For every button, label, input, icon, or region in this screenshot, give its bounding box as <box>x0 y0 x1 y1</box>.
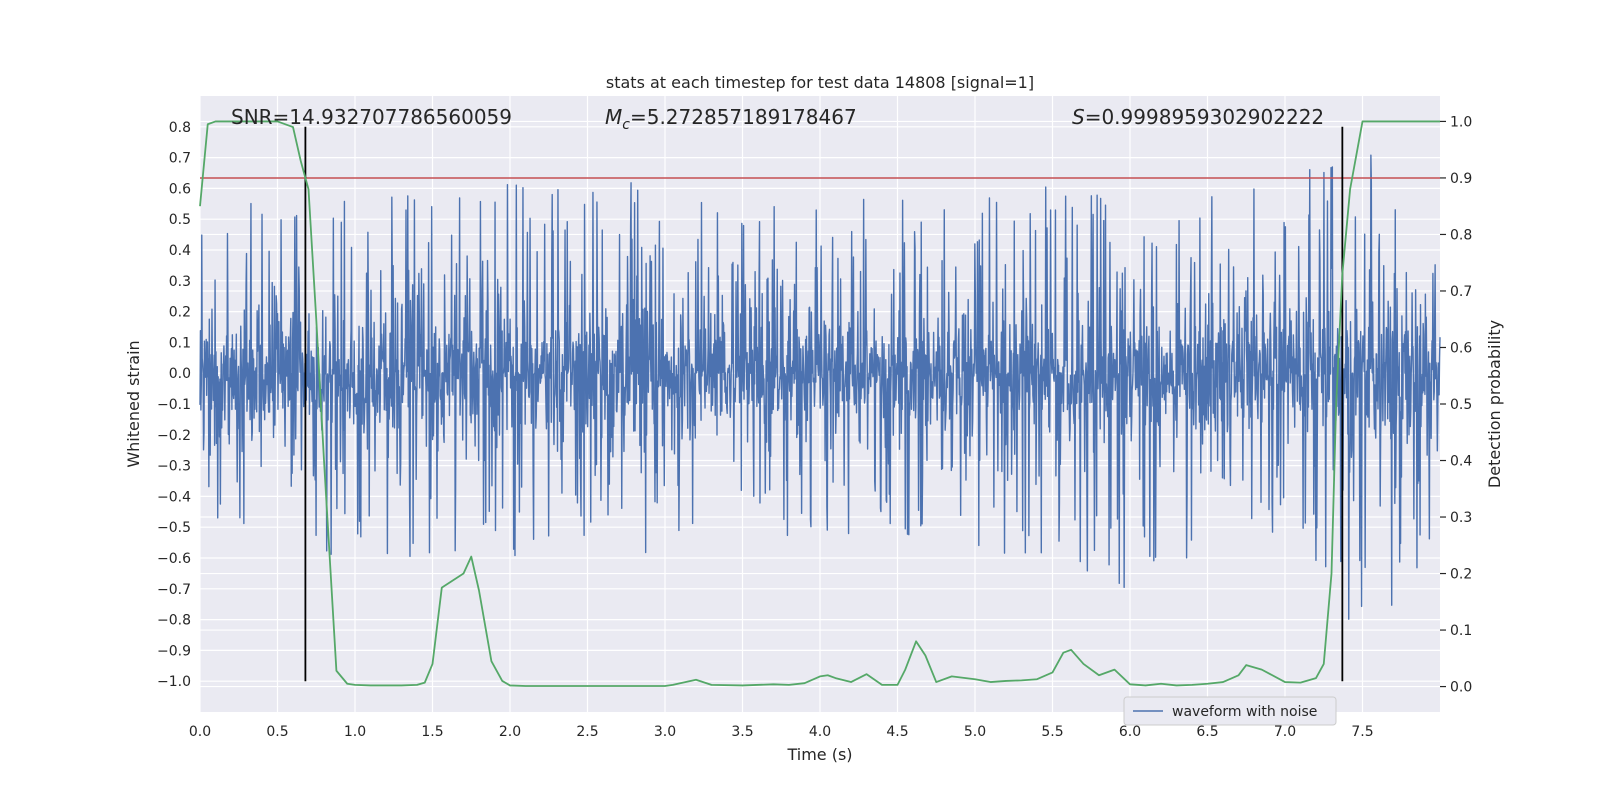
x-tick-label-2: 1.0 <box>344 724 366 740</box>
score-value: =0.9998959302902222 <box>1085 105 1324 129</box>
y-left-tick-label-10: −0.2 <box>157 428 191 444</box>
y-left-tick-label-11: −0.3 <box>157 459 191 475</box>
y-right-tick-label-7: 0.3 <box>1450 510 1472 526</box>
y-right-tick-label-0: 1.0 <box>1450 114 1472 130</box>
legend-label-waveform: waveform with noise <box>1172 704 1317 720</box>
score-annotation: S=0.9998959302902222 <box>1072 105 1324 129</box>
chart-title: stats at each timestep for test data 148… <box>606 73 1034 92</box>
x-tick-label-15: 7.5 <box>1351 724 1373 740</box>
probability-line <box>199 120 1440 687</box>
y-left-tick-label-7: 0.1 <box>169 335 191 351</box>
chirp-mass-annotation: Mc=5.272857189178467 <box>605 105 857 133</box>
y-left-tick-label-0: 0.8 <box>169 120 191 136</box>
waveform-series <box>199 154 1441 620</box>
y-left-ticks: 0.8 0.7 0.6 0.5 0.4 0.3 0.2 0.1 0.0 −0.1 −0.2 −0.3 −… <box>157 120 191 690</box>
y-right-tick-label-9: 0.1 <box>1450 623 1472 639</box>
x-tick-label-11: 5.5 <box>1041 724 1063 740</box>
x-axis-ticks: 0.0 0.5 1.0 1.5 2.0 2.5 3.0 3.5 4.0 4.5 5.0 5.5 6.0 6… <box>189 724 1374 740</box>
y-left-tick-label-13: −0.5 <box>157 520 191 536</box>
y-left-tick-label-14: −0.6 <box>157 551 191 567</box>
score-symbol: S <box>1072 105 1085 129</box>
y-left-tick-label-1: 0.7 <box>169 151 191 167</box>
y-right-tick-label-1: 0.9 <box>1450 171 1472 187</box>
x-tick-label-0: 0.0 <box>189 724 211 740</box>
y-left-tick-label-9: −0.1 <box>157 397 191 413</box>
chirp-mass-value: =5.272857189178467 <box>630 105 857 129</box>
x-tick-label-5: 2.5 <box>576 724 598 740</box>
y-right-tick-label-6: 0.4 <box>1450 454 1472 470</box>
y-left-tick-label-16: −0.8 <box>157 613 191 629</box>
y-right-tick-label-4: 0.6 <box>1450 340 1472 356</box>
x-tick-label-13: 6.5 <box>1196 724 1218 740</box>
probability-series <box>199 120 1440 687</box>
x-tick-label-6: 3.0 <box>654 724 676 740</box>
y-left-tick-label-2: 0.6 <box>169 181 191 197</box>
y-left-tick-label-17: −0.9 <box>157 643 191 659</box>
y-right-ticks: 1.0 0.9 0.8 0.7 0.6 0.5 0.4 0.3 0.2 0.1 0.0 <box>1440 114 1472 696</box>
snr-annotation: SNR=14.932707786560059 <box>231 105 512 129</box>
y-right-tick-label-8: 0.2 <box>1450 567 1472 583</box>
y-right-tick-label-10: 0.0 <box>1450 680 1472 696</box>
x-tick-label-9: 4.5 <box>886 724 908 740</box>
x-tick-label-4: 2.0 <box>499 724 521 740</box>
y-left-tick-label-8: 0.0 <box>169 366 191 382</box>
legend-box <box>1123 696 1337 726</box>
y-left-tick-label-15: −0.7 <box>157 582 191 598</box>
x-tick-label-12: 6.0 <box>1119 724 1141 740</box>
y-left-tick-label-4: 0.4 <box>169 243 191 259</box>
y-left-tick-label-6: 0.2 <box>169 305 191 321</box>
vertical-markers <box>304 126 1344 682</box>
y-left-axis-label: Whitened strain <box>124 340 143 467</box>
x-tick-label-1: 0.5 <box>266 724 288 740</box>
y-left-tick-label-18: −1.0 <box>157 674 191 690</box>
legend: waveform with noise <box>1123 696 1337 726</box>
y-left-tick-label-5: 0.3 <box>169 274 191 290</box>
chirp-mass-subscript: c <box>622 117 630 133</box>
x-tick-label-7: 3.5 <box>731 724 753 740</box>
waveform-line <box>199 154 1441 620</box>
y-left-tick-label-12: −0.4 <box>157 489 191 505</box>
x-axis-label: Time (s) <box>786 745 852 764</box>
y-right-tick-label-2: 0.8 <box>1450 227 1472 243</box>
y-left-tick-label-3: 0.5 <box>169 212 191 228</box>
y-right-tick-label-3: 0.7 <box>1450 284 1472 300</box>
x-tick-label-14: 7.0 <box>1274 724 1296 740</box>
chirp-mass-symbol: M <box>605 105 622 129</box>
x-tick-label-10: 5.0 <box>964 724 986 740</box>
x-tick-label-8: 4.0 <box>809 724 831 740</box>
y-right-tick-label-5: 0.5 <box>1450 397 1472 413</box>
y-right-axis-label: Detection probability <box>1485 320 1504 488</box>
x-tick-label-3: 1.5 <box>421 724 443 740</box>
